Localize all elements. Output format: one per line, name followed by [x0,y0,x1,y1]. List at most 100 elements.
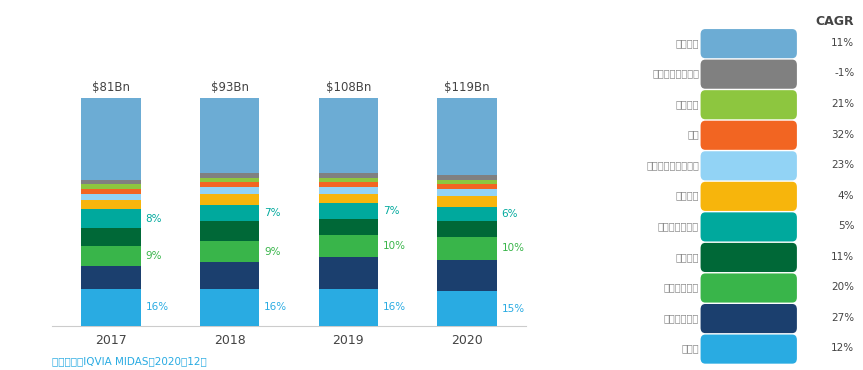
Text: 7%: 7% [383,222,400,232]
Text: 乳腐癌: 乳腐癌 [682,343,699,353]
Bar [438,260,497,292]
Text: 4%: 4% [838,191,854,201]
FancyBboxPatch shape [701,182,797,211]
Text: CAGR: CAGR [816,14,854,27]
Bar [200,205,260,221]
Text: 11%: 11% [831,38,854,48]
Bar [81,266,141,289]
Bar [318,187,378,194]
Text: 8%: 8% [146,232,162,242]
Bar [318,178,378,182]
Bar [318,194,378,203]
Text: 结直肠癌: 结直肠癌 [676,191,699,201]
Text: 7%: 7% [501,224,518,234]
Bar [81,184,141,189]
Text: 23%: 23% [831,160,854,170]
Bar [318,182,378,187]
Bar [318,289,378,326]
Bar [318,173,378,178]
Text: 15%: 15% [501,303,525,313]
FancyBboxPatch shape [701,212,797,242]
Text: 9%: 9% [146,251,162,261]
Bar [81,228,141,246]
Bar [200,98,260,173]
Bar [438,175,497,180]
Bar [81,201,141,209]
Text: 14%: 14% [501,270,525,280]
Text: 多发性骨髓瘤: 多发性骨髓瘤 [664,282,699,292]
Bar [81,189,141,194]
Bar [81,246,141,266]
Text: 5%: 5% [838,221,854,231]
Bar [438,196,497,207]
Text: 14%: 14% [383,268,406,278]
Bar [200,194,260,205]
Text: 16%: 16% [383,302,406,312]
Text: 12%: 12% [831,343,854,353]
FancyBboxPatch shape [701,121,797,150]
FancyBboxPatch shape [701,243,797,272]
Bar [438,221,497,237]
Bar [200,187,260,194]
Bar [318,219,378,235]
Text: 12%: 12% [264,270,287,280]
FancyBboxPatch shape [701,273,797,303]
Bar [200,262,260,289]
Bar [318,203,378,219]
Text: 10%: 10% [383,241,406,251]
Text: 10%: 10% [146,273,168,283]
Bar [438,189,497,196]
Text: 肾癌: 肾癌 [687,130,699,139]
Text: $93Bn: $93Bn [211,81,249,94]
Text: 非小细胞肺癌: 非小细胞肺癌 [664,313,699,323]
Bar [318,98,378,173]
Text: 所有其他: 所有其他 [676,38,699,48]
Bar [81,289,141,326]
Text: 黑色素瘤: 黑色素瘤 [676,99,699,109]
Text: 慢性粒细胞白血病: 慢性粒细胞白血病 [652,68,699,78]
Text: -1%: -1% [835,68,854,78]
Text: 10%: 10% [501,243,525,253]
Text: $119Bn: $119Bn [444,81,490,94]
Bar [200,182,260,187]
FancyBboxPatch shape [701,90,797,119]
Text: 9%: 9% [264,226,280,236]
Bar [200,289,260,326]
Bar [200,173,260,178]
Bar [200,178,260,182]
Text: 7%: 7% [264,208,280,218]
FancyBboxPatch shape [701,304,797,333]
Text: 32%: 32% [831,130,854,139]
Text: 8%: 8% [146,213,162,223]
FancyBboxPatch shape [701,29,797,58]
Text: 非霍奇金淋巴瘤: 非霍奇金淋巴瘤 [658,221,699,231]
Text: 27%: 27% [831,313,854,323]
Text: $81Bn: $81Bn [92,81,130,94]
Text: 7%: 7% [383,206,400,216]
Bar [438,180,497,184]
Text: 9%: 9% [264,246,280,257]
Bar [81,98,141,180]
FancyBboxPatch shape [701,334,797,364]
Text: 数据来源：IQVIA MIDAS，2020年12月: 数据来源：IQVIA MIDAS，2020年12月 [52,356,206,366]
Bar [438,237,497,260]
FancyBboxPatch shape [701,60,797,89]
Text: 16%: 16% [264,302,287,312]
Bar [81,209,141,228]
Bar [81,194,141,201]
Bar [438,292,497,326]
Bar [438,98,497,175]
Bar [318,235,378,257]
Bar [438,184,497,189]
Bar [438,207,497,221]
Text: 20%: 20% [831,282,854,292]
Text: 6%: 6% [501,209,518,219]
Text: 16%: 16% [146,302,168,312]
Bar [200,221,260,241]
Text: 前列腺癌: 前列腺癌 [676,252,699,262]
Text: 11%: 11% [831,252,854,262]
Text: $108Bn: $108Bn [325,81,371,94]
FancyBboxPatch shape [701,151,797,181]
Bar [81,180,141,184]
Bar [200,241,260,262]
